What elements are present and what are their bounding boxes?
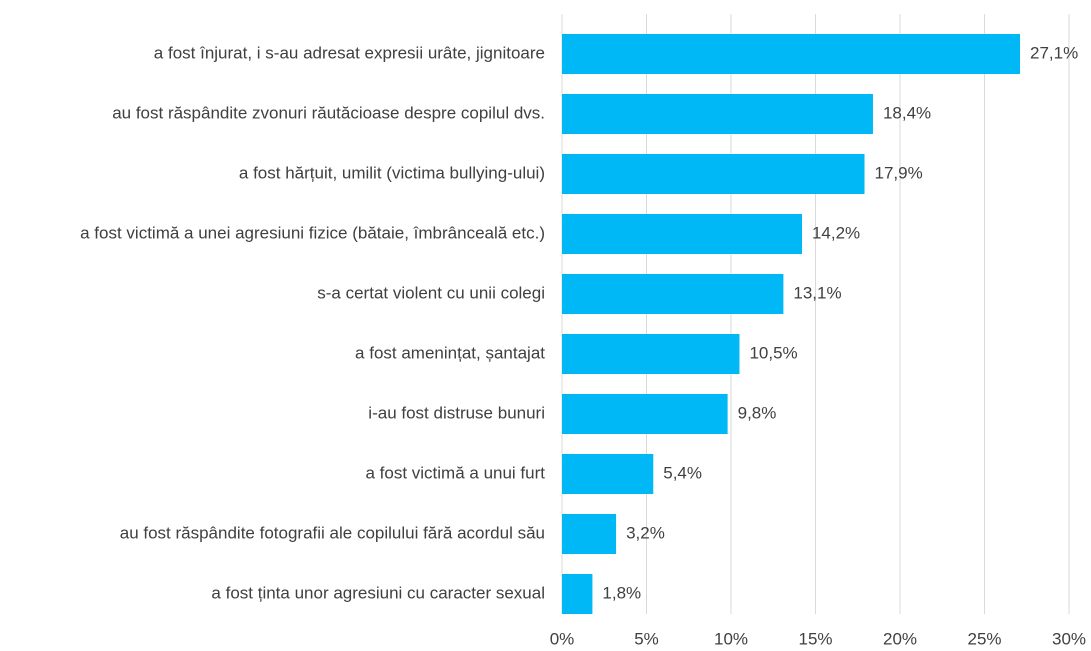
y-tick-label: a fost hărțuit, umilit (victima bullying… [239,163,545,182]
x-tick-label: 10% [714,629,748,648]
bar [562,394,728,434]
bar [562,154,865,194]
x-tick-label: 20% [883,629,917,648]
bar [562,94,873,134]
bar [562,214,802,254]
data-label: 14,2% [812,223,860,242]
bar [562,334,740,374]
x-tick-label: 25% [967,629,1001,648]
y-tick-label: au fost răspândite fotografii ale copilu… [120,523,545,542]
data-label: 3,2% [626,523,665,542]
bar [562,514,617,554]
y-tick-label: a fost amenințat, șantajat [355,343,545,362]
y-tick-label: a fost victimă a unei agresiuni fizice (… [80,223,545,242]
bar [562,454,654,494]
y-tick-label: i-au fost distruse bunuri [368,403,545,422]
y-tick-label: s-a certat violent cu unii colegi [317,283,545,302]
x-tick-label: 0% [550,629,575,648]
bar [562,574,593,614]
data-label: 9,8% [738,403,777,422]
data-label: 27,1% [1030,43,1078,62]
data-label: 17,9% [875,163,923,182]
x-tick-label: 5% [634,629,659,648]
bar [562,34,1020,74]
data-label: 10,5% [749,343,797,362]
data-label: 18,4% [883,103,931,122]
data-label: 1,8% [602,583,641,602]
x-tick-label: 30% [1052,629,1086,648]
y-tick-label: a fost victimă a unui furt [365,463,545,482]
data-label: 5,4% [663,463,702,482]
data-label: 13,1% [793,283,841,302]
x-tick-label: 15% [798,629,832,648]
bar [562,274,784,314]
y-tick-label: a fost ținta unor agresiuni cu caracter … [211,583,545,602]
y-tick-label: a fost înjurat, i s-au adresat expresii … [154,43,545,62]
y-tick-label: au fost răspândite zvonuri răutăcioase d… [112,103,545,122]
